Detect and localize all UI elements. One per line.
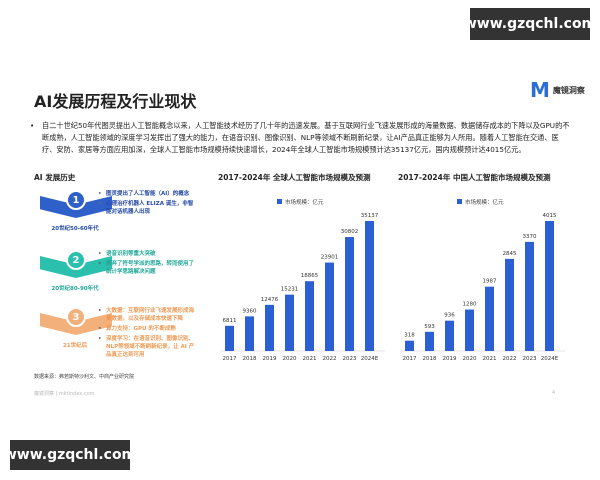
stage-number: 3 bbox=[66, 307, 86, 327]
page-title: AI发展历程及行业现状 bbox=[34, 92, 197, 111]
stage-3-chevron: 3 bbox=[40, 307, 112, 339]
bar-2020 bbox=[285, 294, 294, 351]
data-label: 1280 bbox=[463, 302, 477, 308]
x-tick-label: 2020 bbox=[463, 356, 477, 362]
data-label: 318 bbox=[404, 333, 415, 339]
x-tick-label: 2018 bbox=[243, 356, 257, 362]
intro-text: 自二十世纪50年代图灵提出人工智能概念以来，人工智能技术经历了几十年的迅速发展。… bbox=[42, 121, 570, 154]
x-tick-label: 2023 bbox=[523, 356, 537, 362]
data-label: 3370 bbox=[523, 234, 537, 240]
bar-2024E bbox=[545, 221, 554, 351]
data-label: 6811 bbox=[223, 318, 237, 324]
data-label: 4015 bbox=[543, 213, 557, 219]
stage-number: 2 bbox=[66, 250, 86, 270]
data-label: 35137 bbox=[361, 213, 379, 219]
bar-2022 bbox=[325, 262, 334, 351]
data-label: 30802 bbox=[341, 229, 359, 235]
x-tick-label: 2022 bbox=[503, 356, 517, 362]
stage-1-chevron: 1 bbox=[40, 190, 112, 222]
logo-mark-icon: M bbox=[530, 78, 550, 102]
watermark-bottom: www.gzqchl.com bbox=[4, 440, 136, 470]
data-label: 1987 bbox=[483, 279, 497, 285]
stage-bullets: 语音识别等重大突破摒弃了符号学派的思路，转而使用了统计学思路解决问题 bbox=[98, 250, 198, 278]
history-title: AI 发展历史 bbox=[34, 173, 76, 182]
bar-2017 bbox=[225, 325, 234, 351]
stage-bullet: 摒弃了符号学派的思路，转而使用了统计学思路解决问题 bbox=[98, 260, 198, 276]
legend-label: 市场规模：亿元 bbox=[285, 198, 324, 206]
bar-2019 bbox=[265, 304, 274, 351]
stage-bullet: 心理治疗机器人 ELIZA 诞生，非智能对话机器人出现 bbox=[98, 200, 198, 216]
x-tick-label: 2017 bbox=[403, 356, 417, 362]
stage-era: 21世纪后 bbox=[62, 343, 88, 349]
x-tick-label: 2019 bbox=[263, 356, 277, 362]
bar-2023 bbox=[345, 237, 354, 351]
bar-2022 bbox=[505, 258, 514, 351]
stage-bullet: 算力支持：GPU 的不断成熟 bbox=[98, 325, 198, 333]
watermark-top: www.gzqchl.com bbox=[464, 8, 596, 40]
bar-2019 bbox=[445, 320, 454, 351]
data-label: 23901 bbox=[321, 255, 339, 261]
stage-bullet: 图灵提出了人工智能（AI）的概念 bbox=[98, 190, 198, 198]
data-label: 9360 bbox=[243, 308, 257, 314]
bar-2021 bbox=[305, 281, 314, 351]
bullet-icon: • bbox=[30, 121, 35, 130]
chart-title-china: 2017-2024年 中国人工智能市场规模及预测 bbox=[398, 173, 551, 182]
stage-bullet: 语音识别等重大突破 bbox=[98, 250, 198, 258]
logo: M 魔镜洞察 bbox=[530, 78, 585, 102]
data-label: 15231 bbox=[281, 287, 299, 293]
x-tick-label: 2020 bbox=[283, 356, 297, 362]
bar-2018 bbox=[425, 331, 434, 351]
legend-label: 市场规模：亿元 bbox=[465, 198, 504, 206]
stage-era: 20世纪80-90年代 bbox=[51, 286, 99, 292]
stage-number: 1 bbox=[66, 190, 86, 210]
legend-swatch bbox=[277, 199, 282, 204]
data-source: 数据来源：弗若斯特沙利文、中商产业研究院 bbox=[34, 374, 135, 380]
page-number: 4 bbox=[552, 390, 556, 396]
intro-paragraph: • 自二十世纪50年代图灵提出人工智能概念以来，人工智能技术经历了几十年的迅速发展… bbox=[30, 120, 570, 156]
stage-bullets: 大数据：互联网行业飞速发展形成海量数据，以及存储成本快速下降算力支持：GPU 的… bbox=[98, 307, 198, 361]
legend-swatch bbox=[457, 199, 462, 204]
bar-2023 bbox=[525, 241, 534, 351]
stage-bullet: 大数据：互联网行业飞速发展形成海量数据，以及存储成本快速下降 bbox=[98, 307, 198, 323]
bar-2020 bbox=[465, 309, 474, 351]
footer: 魔镜洞察 | mktindex.com bbox=[34, 391, 95, 397]
bar-2024E bbox=[365, 221, 374, 351]
x-tick-label: 2017 bbox=[223, 356, 237, 362]
china-market-chart: 市场规模：亿元 318 2017 593 2018 936 2019 1280 2020 1987… bbox=[400, 198, 565, 362]
x-tick-label: 2024E bbox=[541, 356, 559, 362]
bar-2018 bbox=[245, 316, 254, 351]
x-tick-label: 2022 bbox=[323, 356, 337, 362]
stage-bullets: 图灵提出了人工智能（AI）的概念心理治疗机器人 ELIZA 诞生，非智能对话机器… bbox=[98, 190, 198, 218]
x-tick-label: 2024E bbox=[361, 356, 379, 362]
data-label: 18865 bbox=[301, 273, 319, 279]
bar-2021 bbox=[485, 286, 494, 351]
global-market-chart: 市场规模：亿元 6811 2017 9360 2018 12476 2019 15231 202… bbox=[220, 198, 385, 362]
x-tick-label: 2021 bbox=[483, 356, 497, 362]
x-tick-label: 2023 bbox=[343, 356, 357, 362]
data-label: 593 bbox=[424, 324, 435, 330]
data-label: 12476 bbox=[261, 297, 279, 303]
x-tick-label: 2021 bbox=[303, 356, 317, 362]
bar-2017 bbox=[405, 340, 414, 351]
logo-text: 魔镜洞察 bbox=[552, 85, 585, 95]
x-tick-label: 2018 bbox=[423, 356, 437, 362]
x-tick-label: 2019 bbox=[443, 356, 457, 362]
stage-bullet: 深度学习：在语音识别、图像识别、NLP等领域不断刷新纪录，让 AI 产品真正达到… bbox=[98, 335, 198, 359]
chart-title-global: 2017-2024年 全球人工智能市场规模及预测 bbox=[218, 173, 371, 182]
stage-2-chevron: 2 bbox=[40, 250, 112, 282]
stage-era: 20世纪50-60年代 bbox=[51, 226, 99, 232]
data-label: 936 bbox=[444, 313, 455, 319]
data-label: 2845 bbox=[503, 251, 517, 257]
